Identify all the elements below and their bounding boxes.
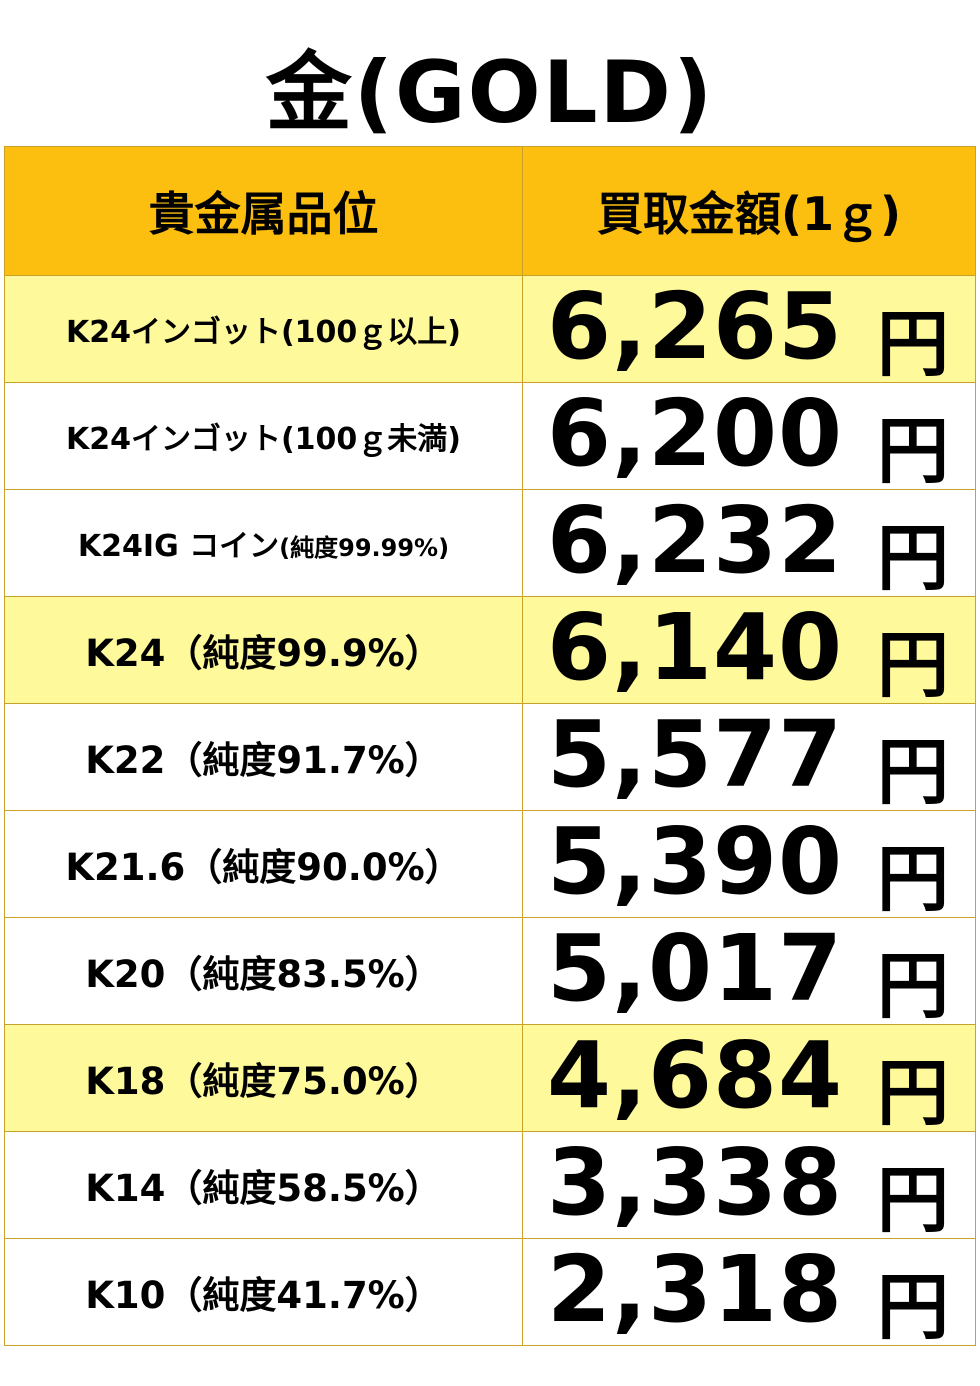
grade-label: K18（純度75.0%）	[4, 1024, 523, 1132]
price-cell: 3,338 円	[522, 1131, 976, 1239]
price-unit: 円	[876, 730, 949, 811]
price-cell: 5,390 円	[522, 810, 976, 918]
price-amount: 4,684	[547, 1024, 844, 1130]
price-cell: 5,577 円	[522, 703, 976, 811]
table-row: K14（純度58.5%） 3,338 円	[4, 1131, 976, 1239]
price-amount: 6,140	[547, 596, 844, 702]
price-cell: 6,140 円	[522, 596, 976, 704]
table-row: K21.6（純度90.0%） 5,390 円	[4, 810, 976, 918]
grade-label: K21.6（純度90.0%）	[4, 810, 523, 918]
grade-label: K10（純度41.7%）	[4, 1238, 523, 1346]
price-cell: 4,684 円	[522, 1024, 976, 1132]
price-amount: 5,577	[547, 703, 844, 809]
grade-purity: (純度99.99%)	[279, 534, 450, 562]
grade-label: K14（純度58.5%）	[4, 1131, 523, 1239]
table-row: K24インゴット(100ｇ以上) 6,265 円	[4, 275, 976, 383]
page-title: 金(GOLD)	[265, 43, 715, 143]
price-unit: 円	[876, 944, 949, 1025]
price-amount: 6,232	[547, 489, 844, 595]
table-header-row: 貴金属品位 買取金額(1ｇ)	[4, 146, 976, 276]
price-cell: 2,318 円	[522, 1238, 976, 1346]
price-amount: 3,338	[547, 1131, 844, 1237]
price-cell: 6,265 円	[522, 275, 976, 383]
grade-label: K24（純度99.9%）	[4, 596, 523, 704]
price-unit: 円	[876, 623, 949, 704]
table-row: K24（純度99.9%） 6,140 円	[4, 596, 976, 704]
price-cell: 5,017 円	[522, 917, 976, 1025]
gold-price-table: 貴金属品位 買取金額(1ｇ) K24インゴット(100ｇ以上) 6,265 円 …	[4, 146, 976, 1346]
table-row: K24インゴット(100ｇ未満) 6,200 円	[4, 382, 976, 490]
price-amount: 2,318	[547, 1238, 844, 1344]
price-cell: 6,232 円	[522, 489, 976, 597]
grade-label: K20（純度83.5%）	[4, 917, 523, 1025]
price-cell: 6,200 円	[522, 382, 976, 490]
table-row: K10（純度41.7%） 2,318 円	[4, 1238, 976, 1346]
price-amount: 6,200	[547, 382, 844, 488]
grade-label: K24IG コイン(純度99.99%)	[4, 489, 523, 597]
price-unit: 円	[876, 1051, 949, 1132]
price-unit: 円	[876, 1158, 949, 1239]
price-amount: 5,017	[547, 917, 844, 1023]
grade-label: K22（純度91.7%）	[4, 703, 523, 811]
table-row: K24IG コイン(純度99.99%) 6,232 円	[4, 489, 976, 597]
price-unit: 円	[876, 302, 949, 383]
header-price: 買取金額(1ｇ)	[522, 146, 976, 276]
header-grade: 貴金属品位	[4, 146, 523, 276]
table-row: K18（純度75.0%） 4,684 円	[4, 1024, 976, 1132]
grade-main: K24IG コイン	[77, 529, 280, 564]
grade-label: K24インゴット(100ｇ以上)	[4, 275, 523, 383]
table-row: K20（純度83.5%） 5,017 円	[4, 917, 976, 1025]
price-unit: 円	[876, 516, 949, 597]
price-amount: 6,265	[547, 275, 844, 381]
grade-label: K24インゴット(100ｇ未満)	[4, 382, 523, 490]
price-amount: 5,390	[547, 810, 844, 916]
table-row: K22（純度91.7%） 5,577 円	[4, 703, 976, 811]
price-unit: 円	[876, 837, 949, 918]
price-unit: 円	[876, 409, 949, 490]
price-unit: 円	[876, 1265, 949, 1346]
